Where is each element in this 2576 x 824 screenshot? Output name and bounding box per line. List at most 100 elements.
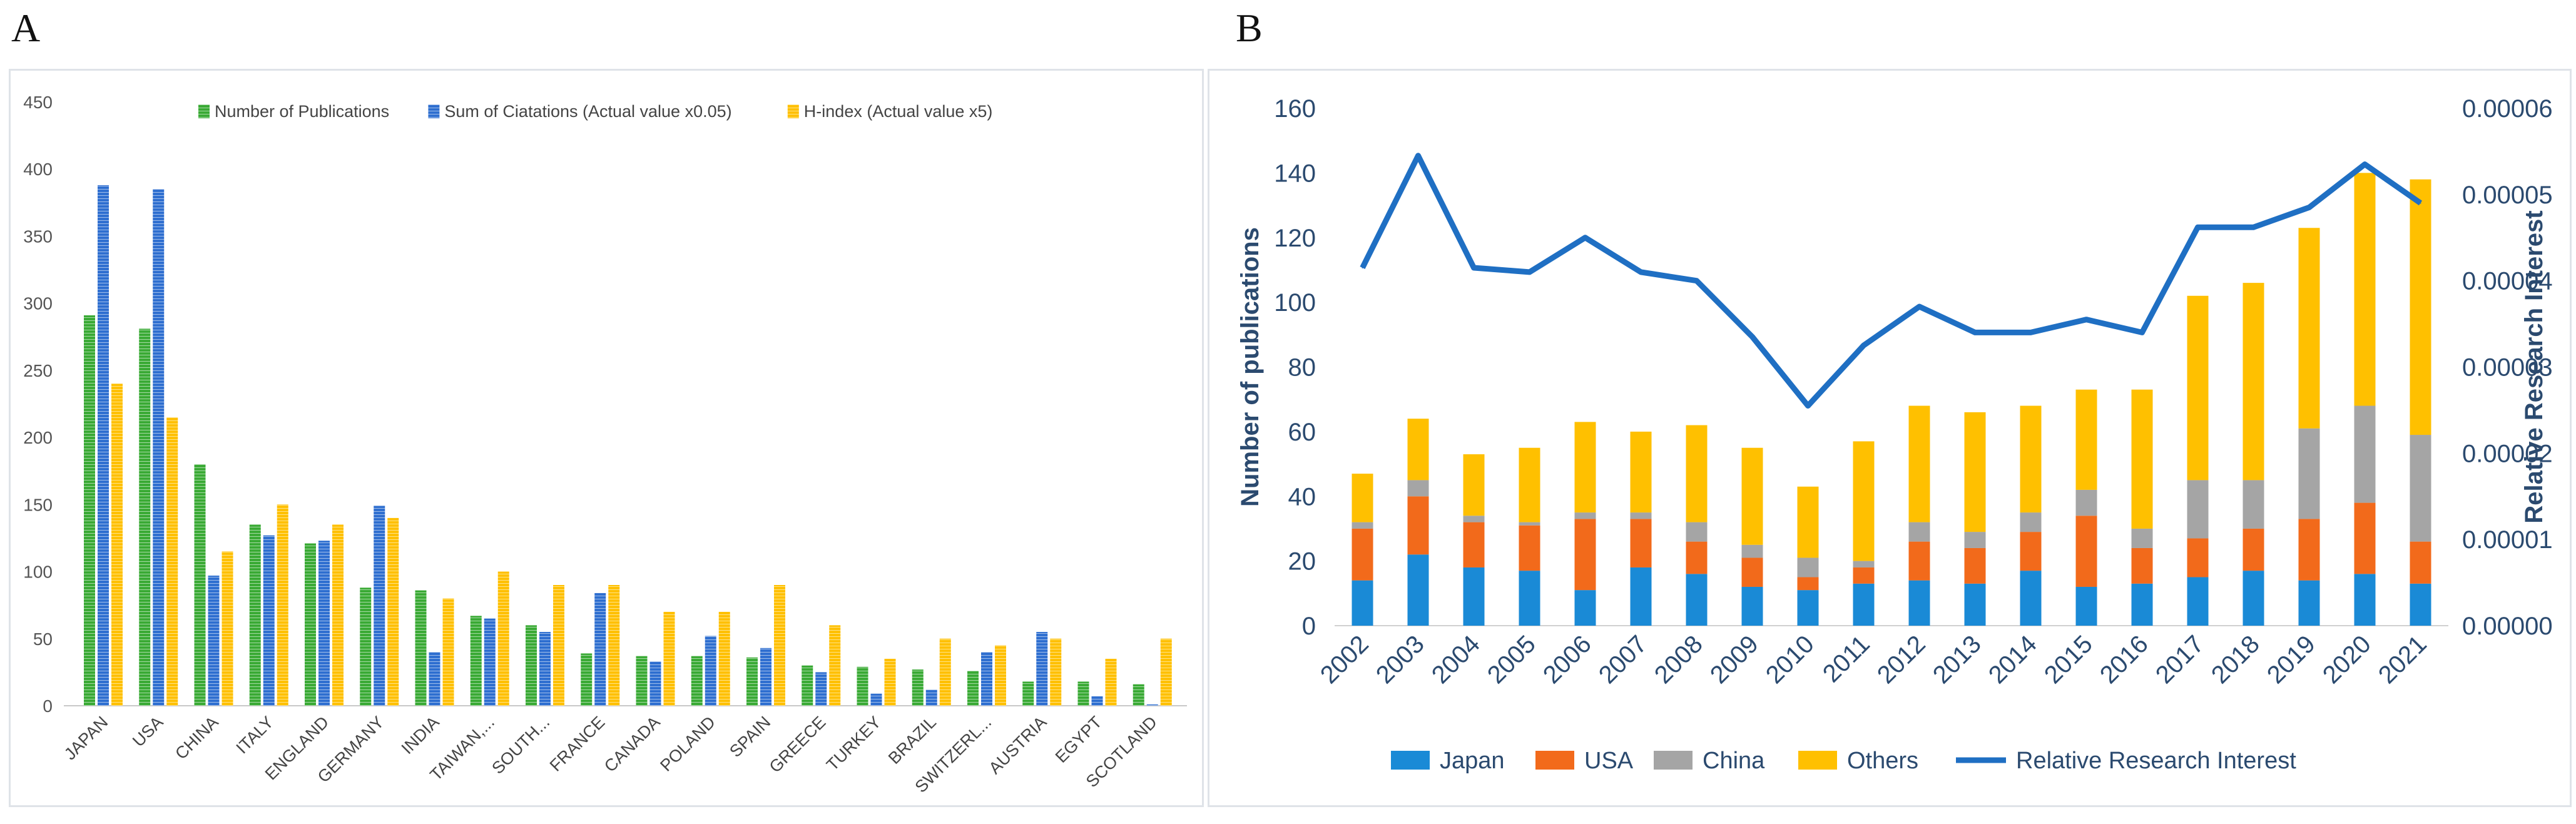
bar-japan-2011 <box>1853 583 1875 626</box>
bar-china-2004 <box>1463 516 1485 522</box>
bar-number-of-publications-germany <box>360 587 372 706</box>
bar-others-2016 <box>2131 389 2153 529</box>
point-relative-research-interest-2008 <box>1696 280 1698 282</box>
bar-china-2014 <box>2020 512 2042 532</box>
bar-others-2013 <box>1964 412 1986 532</box>
bar-sum-of-ciatations-actual-egypt <box>1091 696 1103 706</box>
point-relative-research-interest-2014 <box>2030 332 2032 333</box>
bar-china-2005 <box>1519 522 1540 526</box>
bar-number-of-publications-poland <box>691 656 703 706</box>
bar-japan-2007 <box>1630 567 1652 626</box>
y2-tick-label: 0.00002 <box>2462 440 2553 467</box>
x-tick-label: 2003 <box>1371 630 1430 689</box>
y-tick-label: 20 <box>1288 548 1316 576</box>
bar-h-index-actual-value-x5-japan <box>111 384 123 706</box>
point-relative-research-interest-2006 <box>1584 237 1586 238</box>
bar-others-2011 <box>1853 441 1875 561</box>
y-tick-label: 80 <box>1288 354 1316 382</box>
bar-others-2014 <box>2020 405 2042 513</box>
x-tick-label: AUSTRIA <box>985 713 1051 778</box>
bar-sum-of-ciatations-actual-scotland <box>1146 704 1158 706</box>
bar-others-2010 <box>1797 486 1819 558</box>
bar-sum-of-ciatations-actual-brazil <box>925 689 937 706</box>
x-tick-label: 2012 <box>1872 630 1931 689</box>
bar-others-2004 <box>1463 454 1485 516</box>
bar-number-of-publications-spain <box>746 657 758 706</box>
y2-tick-label: 0.00005 <box>2462 181 2553 209</box>
y-tick-label: 100 <box>23 562 53 582</box>
bar-sum-of-ciatations-actual-germany <box>374 506 385 706</box>
x-tick-label: JAPAN <box>61 713 111 763</box>
x-tick-label: BRAZIL <box>885 713 940 768</box>
x-tick-label: 2017 <box>2151 630 2209 689</box>
bar-h-index-actual-value-x5-austria <box>1050 638 1062 706</box>
y-tick-label: 250 <box>23 361 53 380</box>
bar-china-2020 <box>2354 405 2376 503</box>
bar-sum-of-ciatations-actual-france <box>594 593 606 706</box>
bar-number-of-publications-turkey <box>857 666 868 706</box>
bar-others-2006 <box>1574 422 1596 513</box>
bar-japan-2020 <box>2354 574 2376 626</box>
bar-number-of-publications-taiwan <box>470 616 482 706</box>
x-tick-label: 2011 <box>1818 630 1875 688</box>
bar-number-of-publications-switzerl <box>967 671 979 706</box>
y-tick-label: 400 <box>23 160 53 179</box>
y-tick-label: 50 <box>33 629 53 649</box>
y2-tick-label: 0.00004 <box>2462 268 2553 295</box>
x-tick-label: 2010 <box>1761 630 1820 689</box>
x-tick-label: EGYPT <box>1052 713 1106 766</box>
x-tick-label: GREECE <box>766 713 830 776</box>
bar-h-index-actual-value-x5-germany <box>387 517 399 706</box>
legend-label: Relative Research Interest <box>2016 748 2296 774</box>
y-tick-label: 450 <box>23 93 53 112</box>
bar-sum-of-ciatations-actual-india <box>429 652 440 706</box>
y-tick-label: 140 <box>1274 160 1316 187</box>
legend-swatch-usa <box>1535 751 1574 770</box>
panel-b-label: B <box>1236 6 1263 50</box>
legend-label: Others <box>1847 748 1918 774</box>
x-tick-label: TURKEY <box>823 713 885 775</box>
x-tick-label: 2009 <box>1705 630 1764 689</box>
bar-number-of-publications-south <box>526 625 537 706</box>
x-tick-label: CHINA <box>171 713 222 763</box>
bar-h-index-actual-value-x5-taiwan <box>497 571 509 706</box>
y-tick-label: 0 <box>1302 613 1316 640</box>
bar-sum-of-ciatations-actual-usa <box>153 189 165 706</box>
bar-sum-of-ciatations-actual-turkey <box>870 693 882 706</box>
x-tick-label: 2015 <box>2039 630 2098 689</box>
bar-japan-2015 <box>2075 586 2097 626</box>
bar-others-2007 <box>1630 431 1652 513</box>
bar-china-2010 <box>1797 557 1819 577</box>
bar-japan-2013 <box>1964 583 1986 626</box>
bar-others-2009 <box>1741 447 1763 545</box>
x-tick-label: SOUTH... <box>488 713 553 778</box>
bar-usa-2002 <box>1352 528 1373 581</box>
bar-usa-2013 <box>1964 547 1986 584</box>
bar-others-2003 <box>1407 419 1429 481</box>
point-relative-research-interest-2004 <box>1473 267 1475 268</box>
bar-others-2017 <box>2187 295 2209 481</box>
bar-usa-2005 <box>1519 525 1540 571</box>
bar-usa-2015 <box>2075 516 2097 587</box>
point-relative-research-interest-2011 <box>1863 345 1865 347</box>
bar-usa-2008 <box>1686 541 1708 574</box>
x-tick-label: 2013 <box>1928 630 1987 689</box>
bar-usa-2006 <box>1574 519 1596 591</box>
bar-china-2019 <box>2298 428 2320 519</box>
bar-japan-2010 <box>1797 590 1819 626</box>
bar-japan-2018 <box>2243 571 2264 626</box>
bar-sum-of-ciatations-actual-england <box>318 541 330 706</box>
bar-number-of-publications-canada <box>636 656 648 706</box>
point-relative-research-interest-2007 <box>1640 271 1642 273</box>
bar-usa-2016 <box>2131 547 2153 584</box>
y2-tick-label: 0.00006 <box>2462 95 2553 123</box>
point-relative-research-interest-2003 <box>1417 155 1419 156</box>
bar-japan-2006 <box>1574 590 1596 626</box>
panel-a-label: A <box>11 6 41 50</box>
y2-axis-title: Relative Research Interest <box>2520 210 2548 523</box>
bar-usa-2019 <box>2298 519 2320 581</box>
x-tick-label: ITALY <box>233 713 277 757</box>
bar-usa-2018 <box>2243 528 2264 571</box>
bar-usa-2010 <box>1797 577 1819 591</box>
x-tick-label: 2021 <box>2373 630 2432 689</box>
